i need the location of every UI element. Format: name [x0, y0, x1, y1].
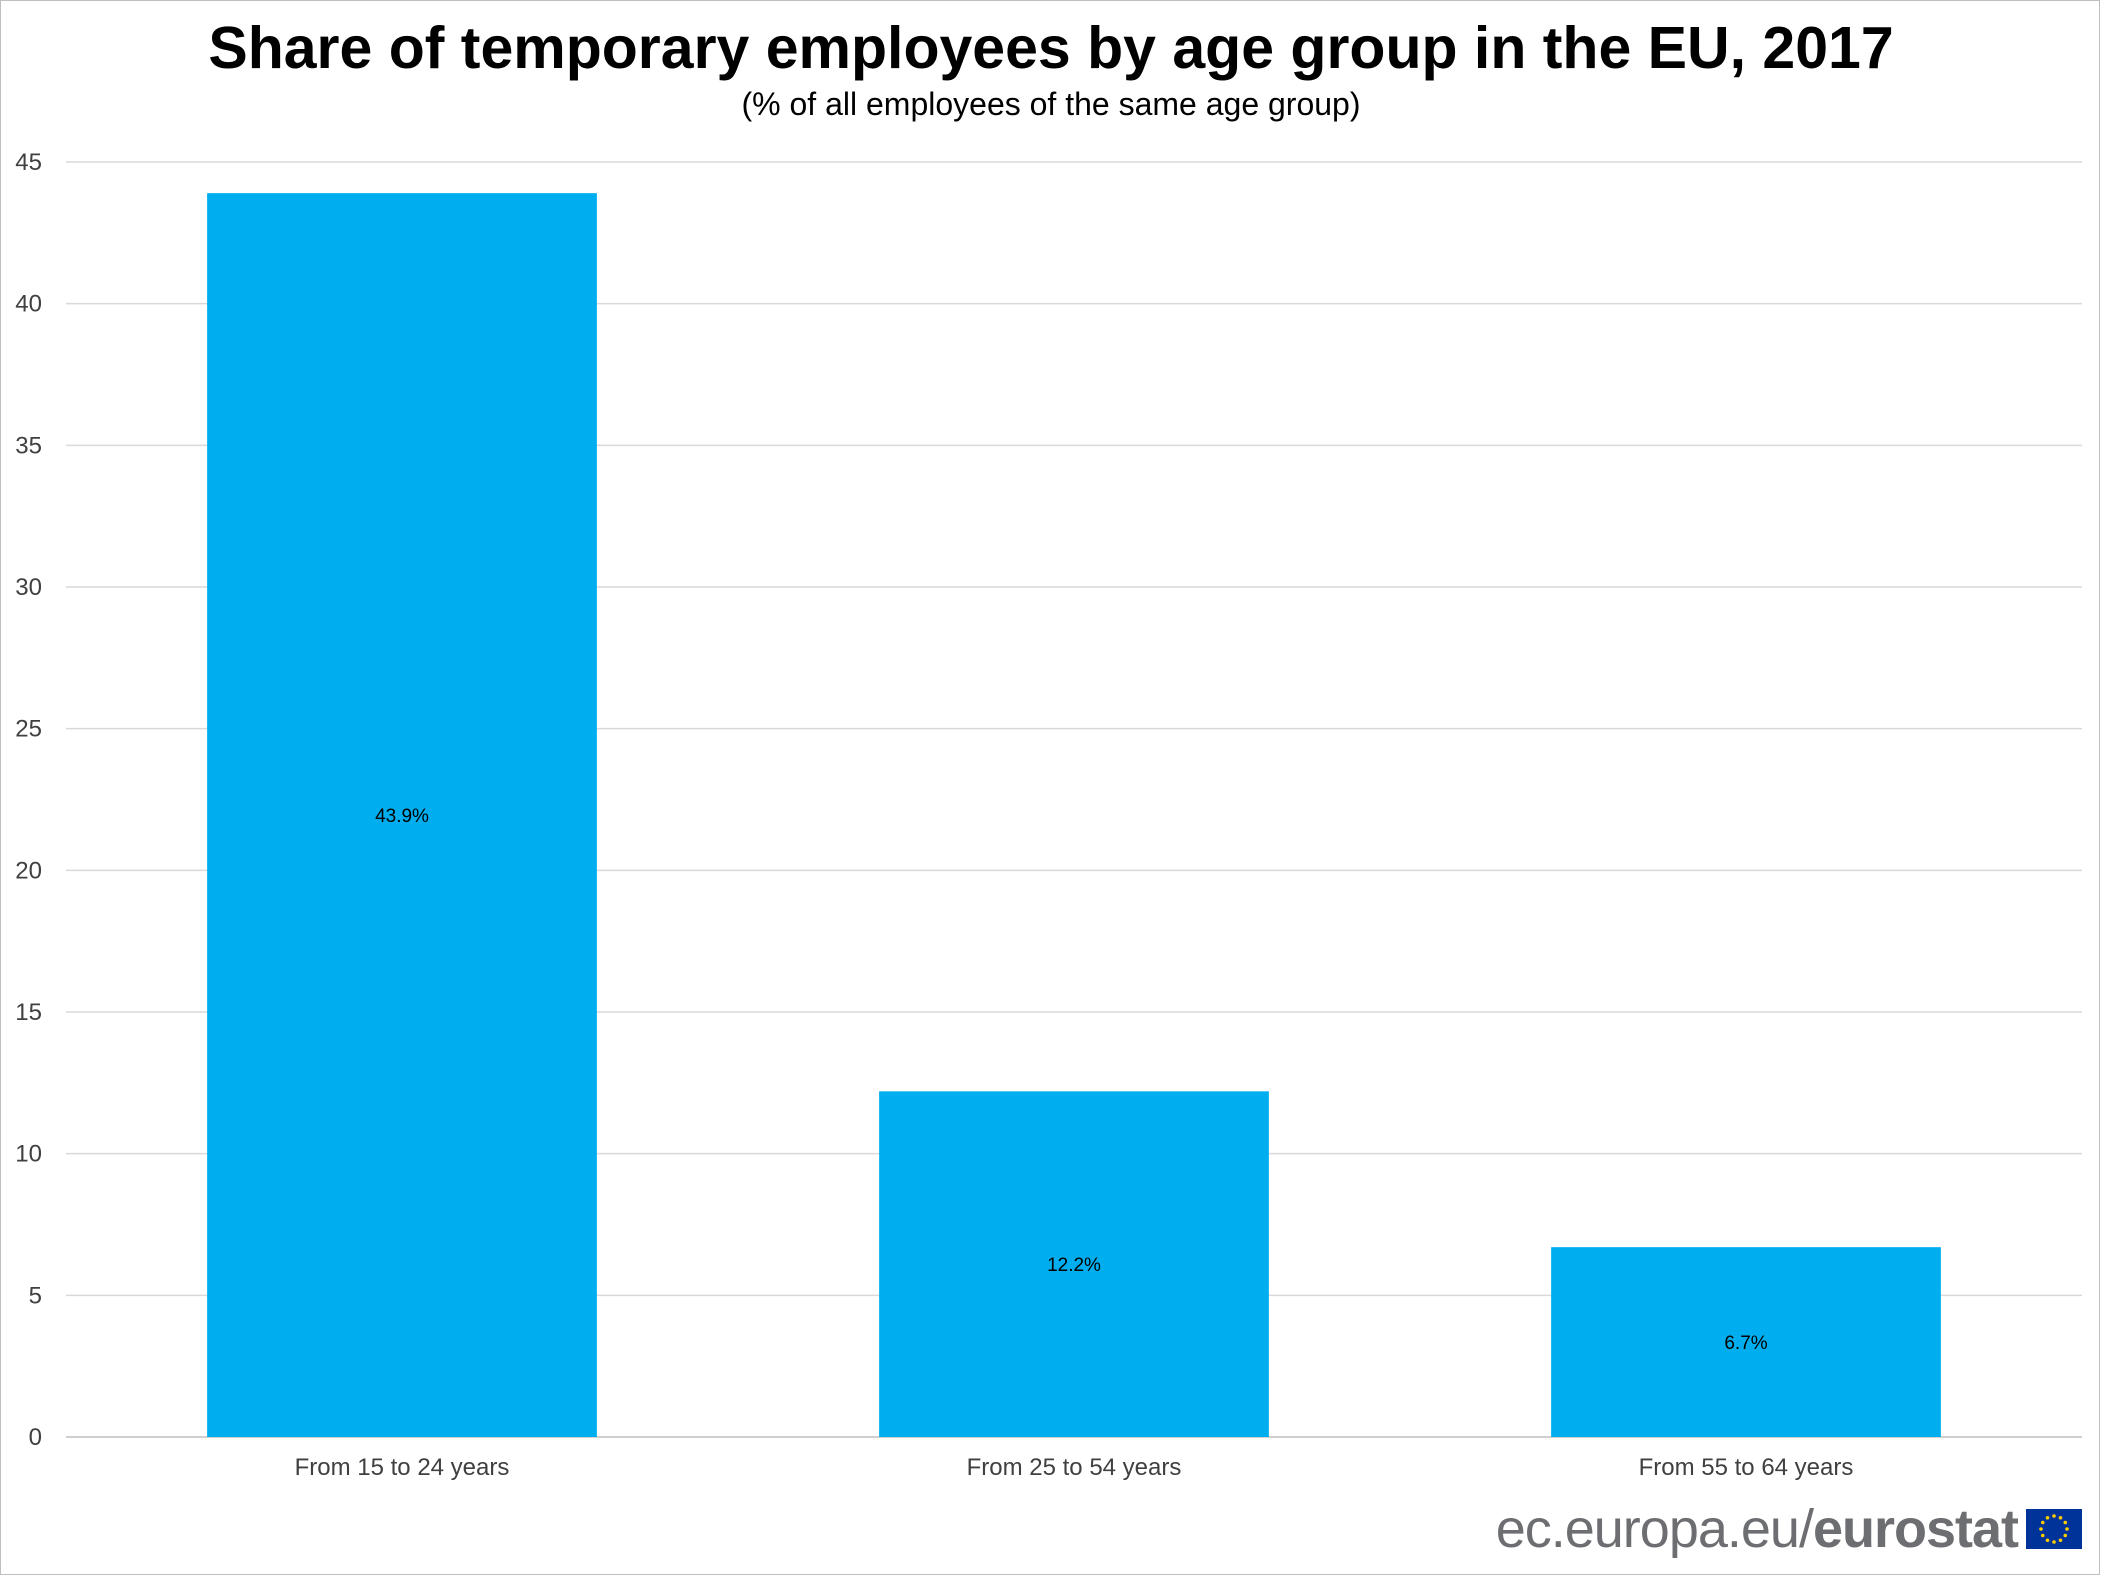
category-label-2: From 25 to 54 years	[967, 1454, 1182, 1481]
y-tick-label: 35	[15, 432, 42, 459]
category-label-1: From 15 to 24 years	[295, 1454, 510, 1481]
y-tick-label: 45	[15, 149, 42, 176]
y-tick-label: 40	[15, 291, 42, 318]
flag-star	[2065, 1527, 2069, 1531]
chart-title: Share of temporary employees by age grou…	[208, 15, 1894, 81]
eu-flag-icon	[2026, 1509, 2082, 1549]
y-tick-label: 10	[15, 1141, 42, 1168]
footer-brand: eurostat	[1812, 1499, 2019, 1559]
y-tick-label: 30	[15, 574, 42, 601]
flag-star	[2045, 1538, 2050, 1543]
category-label-3: From 55 to 64 years	[1639, 1454, 1854, 1481]
bar-2	[879, 1091, 1269, 1437]
y-tick-label: 0	[29, 1424, 42, 1451]
flag-star	[2052, 1540, 2056, 1544]
y-tick-label: 25	[15, 716, 42, 743]
flag-star	[2063, 1520, 2068, 1525]
y-tick-label: 5	[29, 1282, 42, 1309]
y-axis-ticks: 0 5 10 15 20 25 30 35 40 45	[15, 149, 42, 1451]
chart-subtitle: (% of all employees of the same age grou…	[741, 86, 1361, 122]
data-label-2: 12.2%	[1047, 1255, 1101, 1276]
data-label-1: 43.9%	[375, 806, 429, 827]
bar-1	[207, 193, 597, 1438]
data-label-3: 6.7%	[1724, 1333, 1767, 1354]
flag-star	[2040, 1520, 2045, 1525]
x-axis-categories: From 15 to 24 years From 25 to 54 years Fr…	[295, 1454, 1854, 1481]
flag-star	[2045, 1515, 2050, 1520]
bars	[207, 193, 1941, 1438]
flag-star	[2052, 1514, 2056, 1518]
flag-star	[2063, 1533, 2068, 1538]
flag-star	[2058, 1538, 2063, 1543]
flag-star	[2040, 1533, 2045, 1538]
flag-star	[2058, 1515, 2063, 1520]
eurostat-footer: ec.europa.eu/ eurostat	[1496, 1499, 2082, 1559]
bar-3	[1551, 1247, 1941, 1437]
y-tick-label: 15	[15, 999, 42, 1026]
footer-url: ec.europa.eu/	[1495, 1499, 1814, 1559]
y-tick-label: 20	[15, 857, 42, 884]
data-labels: 43.9% 12.2% 6.7%	[375, 806, 1768, 1354]
flag-star	[2039, 1527, 2043, 1531]
